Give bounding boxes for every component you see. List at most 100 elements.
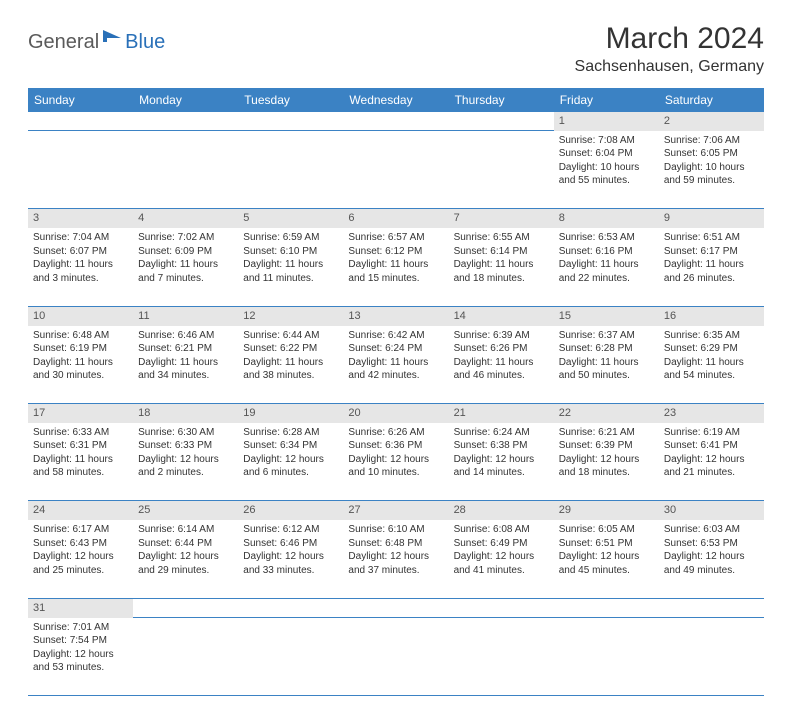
sunset-text: Sunset: 6:48 PM [348,537,443,551]
daylight-text: Daylight: 12 hours [664,453,759,467]
daylight-text: Daylight: 12 hours [348,550,443,564]
sunrise-text: Sunrise: 6:30 AM [138,426,233,440]
day-number-cell: 27 [343,501,448,520]
daylight-text: Daylight: 11 hours [348,258,443,272]
daylight-text: and 7 minutes. [138,272,233,286]
sunrise-text: Sunrise: 6:35 AM [664,329,759,343]
logo-text-general: General [28,31,99,54]
sunset-text: Sunset: 6:51 PM [559,537,654,551]
sunset-text: Sunset: 6:17 PM [664,245,759,259]
daylight-text: and 46 minutes. [454,369,549,383]
day-number-cell [554,598,659,617]
sunset-text: Sunset: 6:38 PM [454,439,549,453]
daylight-text: Daylight: 11 hours [138,356,233,370]
daylight-text: Daylight: 12 hours [454,453,549,467]
weekday-header-row: SundayMondayTuesdayWednesdayThursdayFrid… [28,88,764,112]
day-cell: Sunrise: 6:14 AMSunset: 6:44 PMDaylight:… [133,520,238,598]
header: General Blue March 2024 Sachsenhausen, G… [28,22,764,76]
day-number-cell: 28 [449,501,554,520]
sunset-text: Sunset: 6:24 PM [348,342,443,356]
sunrise-text: Sunrise: 6:33 AM [33,426,128,440]
daylight-text: and 54 minutes. [664,369,759,383]
day-number-row: 17181920212223 [28,404,764,423]
daylight-text: and 34 minutes. [138,369,233,383]
day-cell [28,131,133,209]
sunrise-text: Sunrise: 7:08 AM [559,134,654,148]
sunrise-text: Sunrise: 6:46 AM [138,329,233,343]
day-number-cell: 25 [133,501,238,520]
day-cell [238,131,343,209]
daylight-text: Daylight: 12 hours [33,648,128,662]
day-number-cell: 8 [554,209,659,228]
day-cell: Sunrise: 6:24 AMSunset: 6:38 PMDaylight:… [449,423,554,501]
day-number-cell [133,112,238,131]
weekday-header: Friday [554,88,659,112]
sunrise-text: Sunrise: 6:57 AM [348,231,443,245]
day-cell: Sunrise: 7:04 AMSunset: 6:07 PMDaylight:… [28,228,133,306]
sunset-text: Sunset: 6:34 PM [243,439,338,453]
day-number-cell: 31 [28,598,133,617]
weekday-header: Monday [133,88,238,112]
day-number-cell: 26 [238,501,343,520]
daylight-text: Daylight: 11 hours [664,356,759,370]
sunrise-text: Sunrise: 7:01 AM [33,621,128,635]
sunset-text: Sunset: 6:22 PM [243,342,338,356]
day-cell [449,618,554,696]
sunrise-text: Sunrise: 6:37 AM [559,329,654,343]
daylight-text: and 11 minutes. [243,272,338,286]
daylight-text: and 10 minutes. [348,466,443,480]
sunrise-text: Sunrise: 7:04 AM [33,231,128,245]
daylight-text: Daylight: 11 hours [454,356,549,370]
sunrise-text: Sunrise: 6:28 AM [243,426,338,440]
sunset-text: Sunset: 6:26 PM [454,342,549,356]
day-number-cell [449,598,554,617]
day-cell: Sunrise: 6:30 AMSunset: 6:33 PMDaylight:… [133,423,238,501]
day-number-cell: 16 [659,306,764,325]
daylight-text: Daylight: 12 hours [243,453,338,467]
daylight-text: Daylight: 12 hours [138,550,233,564]
day-cell: Sunrise: 7:08 AMSunset: 6:04 PMDaylight:… [554,131,659,209]
day-cell: Sunrise: 6:59 AMSunset: 6:10 PMDaylight:… [238,228,343,306]
sunset-text: Sunset: 6:21 PM [138,342,233,356]
sunrise-text: Sunrise: 6:10 AM [348,523,443,537]
sunset-text: Sunset: 6:36 PM [348,439,443,453]
daylight-text: Daylight: 12 hours [559,550,654,564]
sunrise-text: Sunrise: 6:44 AM [243,329,338,343]
day-number-cell: 18 [133,404,238,423]
sunset-text: Sunset: 6:53 PM [664,537,759,551]
daylight-text: Daylight: 12 hours [243,550,338,564]
daylight-text: and 50 minutes. [559,369,654,383]
day-number-cell [343,112,448,131]
logo-text-blue: Blue [125,31,165,54]
day-cell: Sunrise: 6:51 AMSunset: 6:17 PMDaylight:… [659,228,764,306]
sunrise-text: Sunrise: 6:39 AM [454,329,549,343]
sunset-text: Sunset: 6:33 PM [138,439,233,453]
daylight-text: Daylight: 11 hours [664,258,759,272]
day-number-cell [343,598,448,617]
daylight-text: Daylight: 11 hours [454,258,549,272]
day-cell: Sunrise: 6:48 AMSunset: 6:19 PMDaylight:… [28,326,133,404]
sunrise-text: Sunrise: 6:17 AM [33,523,128,537]
day-cell: Sunrise: 6:05 AMSunset: 6:51 PMDaylight:… [554,520,659,598]
calendar-table: SundayMondayTuesdayWednesdayThursdayFrid… [28,88,764,696]
daylight-text: Daylight: 11 hours [33,258,128,272]
day-cell: Sunrise: 6:12 AMSunset: 6:46 PMDaylight:… [238,520,343,598]
day-number-cell: 4 [133,209,238,228]
sunrise-text: Sunrise: 6:53 AM [559,231,654,245]
daylight-text: Daylight: 10 hours [559,161,654,175]
daylight-text: and 14 minutes. [454,466,549,480]
location: Sachsenhausen, Germany [575,58,764,76]
daylight-text: and 59 minutes. [664,174,759,188]
daylight-text: Daylight: 11 hours [559,356,654,370]
week-row: Sunrise: 7:04 AMSunset: 6:07 PMDaylight:… [28,228,764,306]
day-cell: Sunrise: 6:37 AMSunset: 6:28 PMDaylight:… [554,326,659,404]
daylight-text: and 45 minutes. [559,564,654,578]
daylight-text: Daylight: 11 hours [243,356,338,370]
day-cell: Sunrise: 6:44 AMSunset: 6:22 PMDaylight:… [238,326,343,404]
daylight-text: Daylight: 12 hours [559,453,654,467]
week-row: Sunrise: 6:17 AMSunset: 6:43 PMDaylight:… [28,520,764,598]
week-row: Sunrise: 7:08 AMSunset: 6:04 PMDaylight:… [28,131,764,209]
sunset-text: Sunset: 6:07 PM [33,245,128,259]
day-number-cell [28,112,133,131]
day-number-cell: 19 [238,404,343,423]
